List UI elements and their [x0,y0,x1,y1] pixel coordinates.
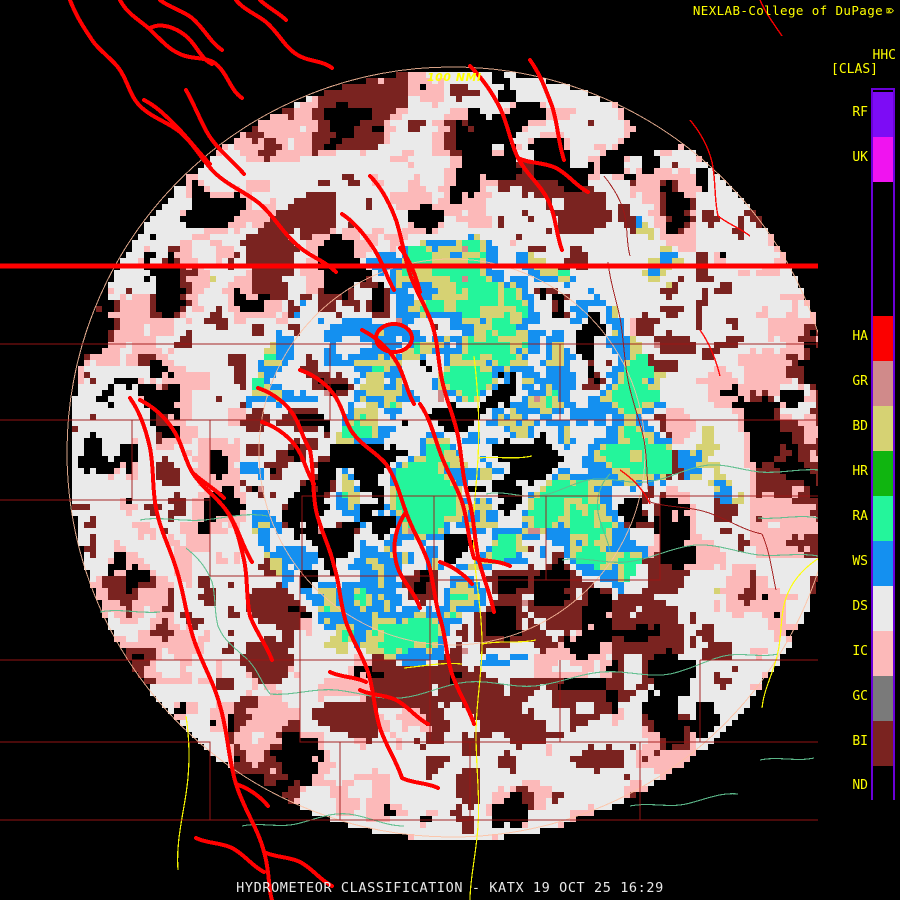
legend-label-ha: HA [852,328,868,344]
product-title-footer: HYDROMETEOR CLASSIFICATION - KATX 19 OCT… [236,880,664,896]
legend-label-ws: WS [852,553,868,569]
legend-swatch-rf[interactable] [873,92,893,137]
legend-label-uk: UK [852,149,868,165]
legend-swatch-nd[interactable] [873,766,893,810]
legend-swatch-gr[interactable] [873,361,893,406]
provider-label: NEXLAB-College of DuPage ⌫ [693,3,894,18]
highway-layer [177,355,818,900]
legend-panel: HHC [CLAS] RF UK HA GR BD HR RA WS DS IC GC BI ND [818,0,900,900]
legend-label-hr: HR [852,463,868,479]
legend-swatch-uk[interactable] [873,137,893,182]
legend-swatch-bi[interactable] [873,721,893,766]
legend-label-bd: BD [852,418,868,434]
legend-label-bi: BI [852,733,868,749]
legend-swatch-gc[interactable] [873,676,893,721]
radar-map-svg [0,0,818,900]
legend-swatch-ha[interactable] [873,316,893,361]
legend-label-ra: RA [852,508,868,524]
radar-map-panel[interactable]: 100 NMI [0,0,818,900]
legend-swatch-hr[interactable] [873,451,893,496]
range-ring-label: 100 NMI [427,71,482,84]
range-rings [66,66,818,838]
legend-swatch-bd[interactable] [873,406,893,451]
legend-colorbar[interactable] [871,88,895,810]
legend-label-rf: RF [852,104,868,120]
legend-label-ds: DS [852,598,868,614]
legend-label-ic: IC [852,643,868,659]
echo-layer [72,72,818,840]
legend-label-gr: GR [852,373,868,389]
legend-swatch-ws[interactable] [873,541,893,586]
legend-swatch-ic[interactable] [873,631,893,676]
legend-swatch-ra[interactable] [873,496,893,541]
provider-name: NEXLAB-College of DuPage [692,3,884,18]
legend-title-product: HHC [872,48,896,63]
legend-label-nd: ND [852,778,868,793]
coastline-layer [68,0,590,900]
coastline-detail-layer [619,0,783,505]
legend-label-gc: GC [852,688,868,704]
legend-swatch-ds[interactable] [873,586,893,631]
legend-title-class: [CLAS] [831,62,878,77]
